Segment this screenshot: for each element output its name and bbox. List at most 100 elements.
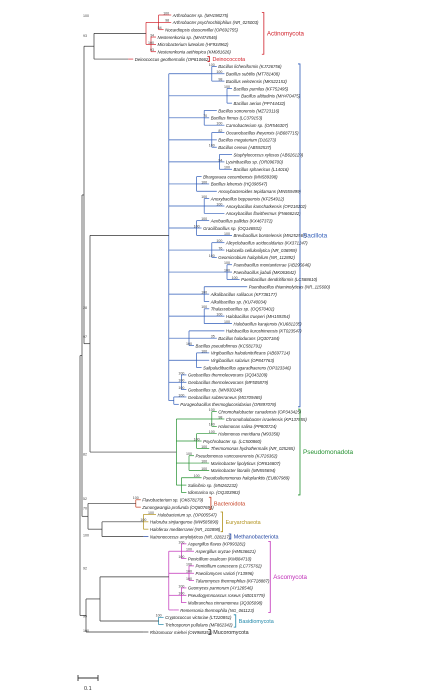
bootstrap-value: 100	[201, 180, 207, 184]
taxon-label: Paecilomyces varioti (Y13996)	[196, 571, 255, 576]
phylum-bracket-basidio	[233, 614, 237, 628]
taxon-label: Bacillus pseudofirmus (KC581791)	[196, 343, 263, 348]
bootstrap-value: 100	[216, 122, 222, 126]
bootstrap-value: 100	[201, 467, 207, 471]
bootstrap-value: 100	[178, 555, 184, 559]
bootstrap-value: 100	[148, 511, 154, 515]
internal-bootstrap-value: 52	[83, 497, 87, 501]
bootstrap-value: 94	[218, 158, 222, 162]
bootstrap-value: 100	[178, 584, 184, 588]
bootstrap-value: 34	[150, 33, 154, 37]
taxon-label: Gracilibacillus sp. (OQ146931)	[203, 226, 262, 231]
bootstrap-value: 100	[194, 224, 200, 228]
bootstrap-value: 100	[209, 430, 215, 434]
phylum-label-pseudo: Pseudomonadota	[303, 449, 354, 456]
internal-bootstrap-value: 100	[83, 14, 89, 18]
taxon-label: Geomicrobium halophilum (NR_112892)	[218, 255, 295, 260]
taxon-label: Geobacillus thermoleovorans (JQ343209)	[188, 373, 268, 378]
bootstrap-value: 100	[178, 393, 184, 397]
phylum-label-methano: Methanobacteriota	[234, 535, 279, 541]
bootstrap-value: 100	[209, 423, 215, 427]
phylum-brackets: Actinomycota Deinococcota Bacillota Pseudom…	[207, 12, 354, 636]
taxon-label: Penicillium canescens (LC775762)	[196, 564, 263, 569]
taxon-label: Deinococcus geothermalis (OP810662)	[135, 57, 211, 62]
taxon-label: Bacillus altitudinis (MH470475)	[241, 94, 301, 99]
bootstrap-value: 100	[224, 320, 230, 324]
phylum-bracket-bacillota	[298, 63, 301, 408]
bootstrap-value: 100	[133, 496, 139, 500]
taxon-label: Chromohalobacter canadensis (OP343425)	[218, 409, 301, 414]
bootstrap-value: 70	[203, 114, 207, 118]
taxon-label: Aspergillus oryzae (HM536621)	[195, 549, 257, 554]
bootstrap-value: 100	[224, 232, 230, 236]
taxon-label: Bacillus megaterium (D16273)	[218, 138, 276, 143]
taxon-label: Zunongwangia profunda (OQ807694)	[141, 505, 214, 510]
taxon-label: Chromohalobacter israelensis (KP137855)	[226, 417, 308, 422]
phylum-label-deino: Deinococcota	[212, 57, 245, 63]
taxon-label: Bhargavaea cecembensis (MN589398)	[203, 174, 278, 179]
bootstrap-value: 100	[216, 70, 222, 74]
bootstrap-value: 100	[224, 268, 230, 272]
taxon-label: Geomyces pannorum (AY126546)	[188, 586, 253, 591]
internal-bootstrap-value: 99	[83, 614, 87, 618]
phylum-bracket-pseudo	[298, 408, 301, 496]
taxon-label: Idiomarina sp. (OQ303983)	[188, 490, 241, 495]
taxon-label: Rhizomucor miehei (OW988351)	[150, 630, 213, 635]
taxon-label: Haloruba sinjiangense (MW585890)	[150, 520, 219, 525]
taxon-label: Bacillus cereus (AB592537)	[218, 145, 272, 150]
phylum-label-actino: Actinomycota	[267, 30, 305, 37]
taxon-label: Marinobacter litoralis (MN555694)	[211, 468, 276, 473]
internal-bootstrap-value: 82	[83, 453, 87, 457]
bootstrap-value: 100	[232, 276, 238, 280]
taxon-label: Staphylococcus xylosus (AB626129)	[234, 152, 304, 157]
taxon-label: Pseudomonas vancouverensis (KJ726362)	[196, 454, 278, 459]
taxon-label: Flavobacterium sp. (OK678179)	[142, 498, 203, 503]
bootstrap-value: 98	[165, 19, 169, 23]
scale-bar-label: 0.1	[84, 686, 92, 692]
bootstrap-value: 100	[178, 379, 184, 383]
bootstrap-value: 100	[209, 144, 215, 148]
bootstrap-value: 100	[209, 408, 215, 412]
phylum-label-asco: Ascomycota	[273, 574, 307, 581]
taxon-label: Nesterenkonia aethiopica (KM081626)	[158, 50, 232, 55]
taxon-label: Parageobacillus thermoglucosidasius (OR8…	[180, 402, 276, 407]
taxon-label: Virgibacillus salarius (OP847763)	[211, 358, 275, 363]
taxon-label: Geobacillus subterraneus (MG709465)	[188, 395, 263, 400]
taxon-labels: Arthrobacter sp. (MH198275) Arthrobacter …	[135, 13, 331, 635]
taxon-label: Psychrobacter sp. (LC500860)	[203, 439, 262, 444]
bootstrap-value: 82	[218, 129, 222, 133]
phylum-bracket-actino	[261, 12, 265, 55]
taxon-label: Remersonia thermophila (NG_061123)	[180, 608, 254, 613]
phylum-bracket-eury	[220, 511, 223, 533]
taxon-label: Lysinibacillus sp. (OR096700)	[226, 160, 284, 165]
taxon-label: Pseudoalteromonas haloplanktis (EU807989…	[203, 476, 290, 481]
bootstrap-value: 100	[178, 371, 184, 375]
taxon-label: Bacillus halodurans (JQ307184)	[218, 336, 280, 341]
taxon-label: Nesterenkonia sp. (MH474546)	[158, 35, 218, 40]
bootstrap-value: 93	[150, 48, 154, 52]
taxon-label: Halobacillus karajensis (KU681235)	[234, 321, 303, 326]
phylum-bracket-bactero	[208, 496, 212, 511]
bootstrap-value: 100	[194, 437, 200, 441]
bootstrap-value: 100	[216, 202, 222, 206]
taxon-label: Salipaludibacillus agaradhaerens (OP3233…	[203, 365, 291, 370]
taxon-label: Halobacillus kuroshimensis (KT023547)	[226, 329, 302, 334]
taxon-label: Paenibacillus dendritiformis (LC588610)	[241, 277, 318, 282]
internal-bootstrap-value: 93	[83, 34, 87, 38]
bootstrap-values: 1009854341009310010098100701008210094100…	[83, 11, 238, 633]
taxon-label: Marinobacter lipolyticus (OR616807)	[211, 461, 281, 466]
taxon-label: Aeribacillus pallidus (KX467372)	[210, 218, 273, 223]
taxon-label: Anoxybacillus kamchatkensis (OP218102)	[225, 204, 307, 209]
taxon-label: Nocardiopsis dassonvillei (OP692755)	[165, 27, 238, 32]
internal-bootstrap-value: 70	[83, 506, 87, 510]
bootstrap-value: 100	[178, 592, 184, 596]
bootstrap-value: 100	[201, 459, 207, 463]
taxon-label: Virgibacillus halodenitrificans (AB69771…	[211, 351, 291, 356]
taxon-label: Halobacterium sp. (OP005547)	[158, 512, 218, 517]
taxon-label: Thermomonas hydrothermalis (NR_025265)	[211, 446, 296, 451]
taxon-label: Salinibrio sp. (MN262232)	[188, 483, 238, 488]
taxon-label: Pseudogymnoascus roseus (AB015779)	[188, 593, 265, 598]
bootstrap-value: 100	[216, 313, 222, 317]
bootstrap-value: 100	[186, 548, 192, 552]
